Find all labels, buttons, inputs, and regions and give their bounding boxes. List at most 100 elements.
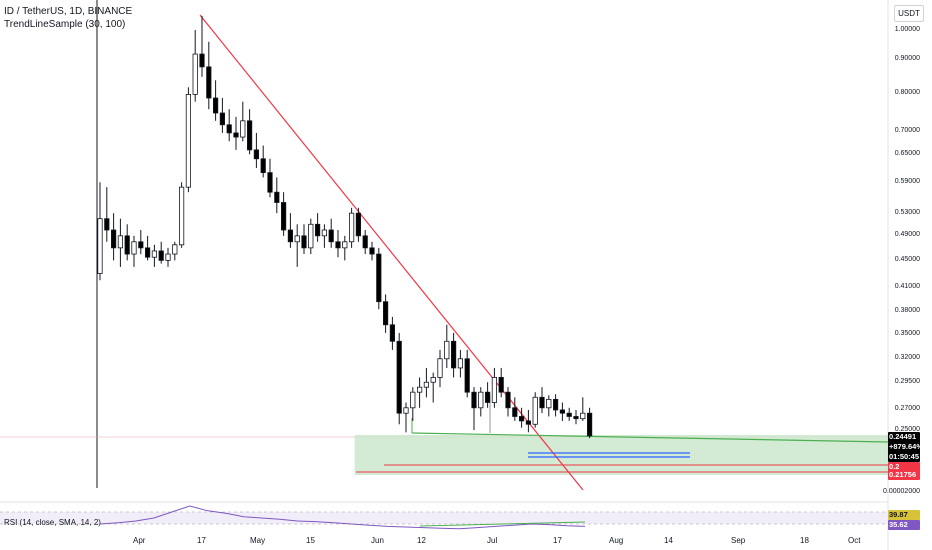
- rsi-pane: [0, 505, 888, 530]
- candle-body: [233, 132, 239, 138]
- price-axis-label: 0.25000: [894, 426, 920, 433]
- candle-body: [335, 241, 341, 249]
- price-axis-label: 0.80000: [894, 89, 920, 96]
- candle-body: [546, 398, 552, 409]
- price-axis-label: 0.59000: [894, 178, 920, 185]
- rsi-title[interactable]: RSI (14, close, SMA, 14, 2): [4, 518, 101, 527]
- candle-body: [274, 191, 280, 203]
- price-axis-label: 0.53000: [894, 209, 920, 216]
- candle-body: [165, 253, 171, 261]
- support-line: [411, 432, 889, 443]
- trendline-down: [199, 14, 584, 491]
- chart-legend: ID / TetherUS, 1D, BINANCE TrendLineSamp…: [4, 5, 132, 31]
- support-zone-rect: [354, 435, 889, 475]
- candle-body: [464, 358, 470, 393]
- price-axis-label: 0.41000: [894, 283, 920, 290]
- candle-body: [587, 412, 593, 437]
- price-axis-label: 0.65000: [894, 150, 920, 157]
- price-axis-label: 0.49000: [894, 231, 920, 238]
- candle-body: [206, 66, 212, 99]
- candle-body: [396, 340, 402, 414]
- symbol-title[interactable]: ID / TetherUS, 1D, BINANCE: [4, 6, 133, 17]
- candle-body: [498, 376, 504, 393]
- candle-body: [539, 396, 545, 409]
- drawing-lines: [199, 14, 889, 491]
- last-price: 0.24491: [889, 432, 917, 441]
- candle-body: [301, 235, 307, 249]
- time-axis-label: Apr: [133, 536, 146, 545]
- candle-body: [267, 172, 273, 193]
- currency-button[interactable]: USDT: [894, 5, 924, 22]
- rsi-band: [0, 512, 888, 524]
- candle-body: [240, 120, 246, 138]
- candle-body: [219, 112, 225, 126]
- candle-body: [172, 244, 178, 255]
- time-axis-label: 15: [306, 536, 315, 545]
- candle-body: [314, 223, 321, 237]
- candle-body: [138, 241, 144, 249]
- level-tag-1: 0.2: [888, 462, 920, 472]
- candle-body: [410, 391, 416, 409]
- candle-body: [362, 235, 368, 249]
- candle-body: [559, 409, 566, 414]
- candle-body: [321, 229, 328, 237]
- candle-body: [382, 301, 389, 326]
- candle-body: [104, 218, 110, 231]
- rsi-tag-2: 35.62: [888, 520, 920, 530]
- candle-body: [580, 412, 586, 420]
- candle-body: [444, 340, 450, 360]
- time-axis-label: 17: [553, 536, 562, 545]
- candle-body: [253, 149, 259, 160]
- candle-body: [260, 158, 266, 174]
- candle-body: [484, 391, 491, 403]
- candle-body: [369, 247, 375, 255]
- candle-body: [566, 412, 572, 417]
- candle-body: [525, 420, 532, 425]
- support-zone: [354, 435, 889, 475]
- candle-body: [505, 391, 511, 409]
- candle-body: [280, 202, 287, 231]
- candle-body: [471, 391, 477, 409]
- price-axis-label: 0.35000: [894, 330, 920, 337]
- time-axis-label: 14: [664, 536, 673, 545]
- candle-body: [192, 53, 198, 95]
- price-axis-label: 1.00000: [894, 26, 920, 33]
- candle-body: [437, 358, 443, 378]
- candle-body: [403, 407, 409, 414]
- time-axis-label: Oct: [848, 536, 861, 545]
- rsi-trend: [419, 521, 586, 527]
- candle-body: [124, 235, 130, 255]
- price-change: +879.64%: [889, 442, 923, 451]
- candle-body: [355, 212, 362, 237]
- price-axis-label: 0.38000: [894, 307, 920, 314]
- candle-body: [376, 253, 382, 303]
- candle-body: [151, 250, 157, 258]
- candle-body: [294, 235, 300, 243]
- time-axis-label: 18: [800, 536, 809, 545]
- candle-body: [131, 241, 137, 255]
- rsi-line: [99, 505, 586, 530]
- candle-body: [185, 93, 191, 188]
- candle-body: [308, 223, 314, 249]
- indicator-title[interactable]: TrendLineSample (30, 100): [4, 19, 126, 30]
- time-axis-label: Jul: [487, 536, 498, 545]
- candle-body: [144, 247, 151, 258]
- candle-body: [478, 391, 484, 409]
- price-axis-label: 0.32000: [894, 354, 920, 361]
- price-axis-label: 0.29500: [894, 378, 920, 385]
- time-axis-label: 17: [197, 536, 206, 545]
- candle-body: [97, 218, 103, 274]
- candle-body: [457, 358, 464, 369]
- candles: [97, 15, 593, 439]
- candle-body: [430, 376, 436, 383]
- candle-body: [491, 376, 498, 403]
- candle-body: [342, 241, 348, 249]
- time-axis-label: Sep: [731, 536, 746, 545]
- time-axis-label: Jun: [371, 536, 384, 545]
- candle-body: [178, 186, 185, 246]
- time-axis-label: 12: [417, 536, 426, 545]
- candle-body: [212, 97, 219, 114]
- candle-body: [287, 229, 294, 243]
- candle-body: [328, 229, 334, 243]
